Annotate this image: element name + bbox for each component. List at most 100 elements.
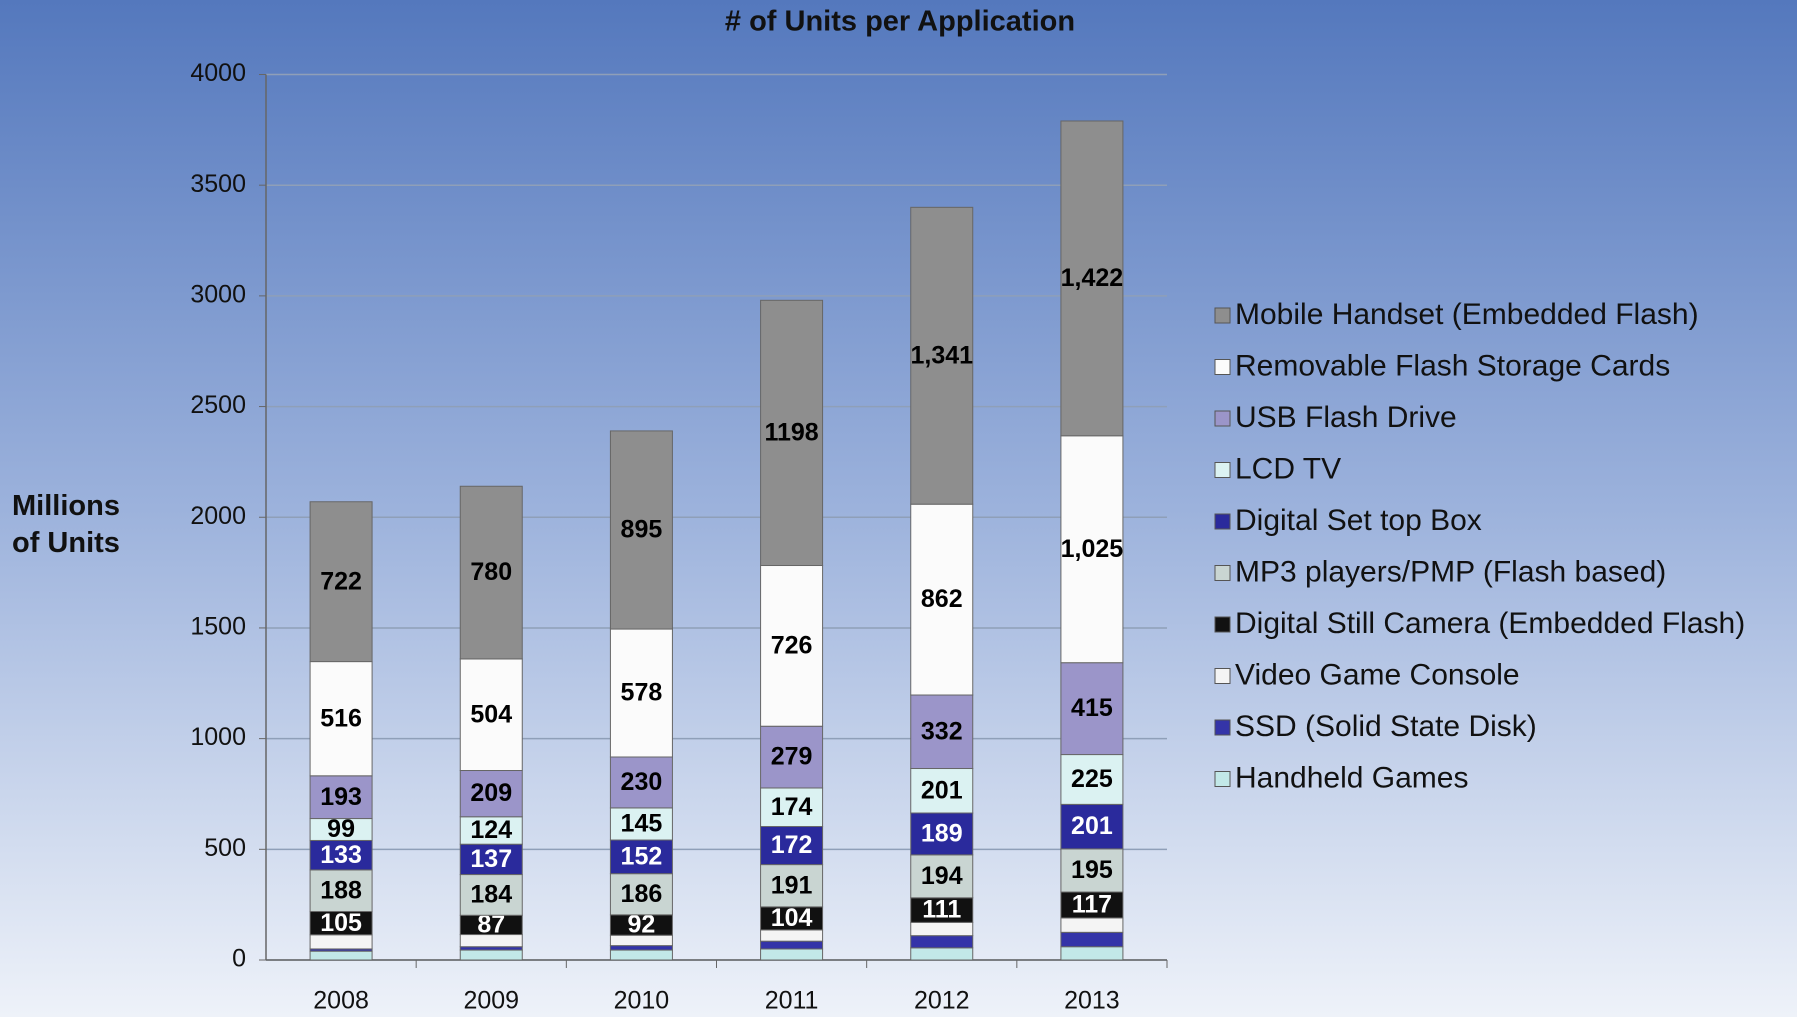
legend-label: SSD (Solid State Disk) xyxy=(1235,710,1537,743)
chart-title: # of Units per Application xyxy=(725,6,1075,38)
bar-segment xyxy=(910,503,974,696)
y-tick-label: 3000 xyxy=(190,280,246,308)
x-tick-label: 2012 xyxy=(914,987,970,1015)
legend-label: Mobile Handset (Embedded Flash) xyxy=(1235,298,1699,331)
data-label: 111 xyxy=(922,896,961,924)
bar-segment xyxy=(459,658,523,772)
data-label: 117 xyxy=(1072,891,1112,919)
data-label: 133 xyxy=(320,841,362,869)
bar-segment xyxy=(459,485,523,660)
bar-segment xyxy=(910,694,974,770)
bar-segment xyxy=(1060,662,1124,756)
data-label: 189 xyxy=(921,820,963,848)
legend-swatch xyxy=(1214,359,1231,375)
y-tick-label: 0 xyxy=(232,945,246,973)
bar-segment xyxy=(1060,803,1124,850)
bar-segment xyxy=(1060,754,1124,805)
legend-swatch xyxy=(1214,462,1231,478)
data-label: 195 xyxy=(1071,856,1113,884)
data-label: 1198 xyxy=(764,419,818,447)
bar-segment xyxy=(609,430,673,630)
data-label: 516 xyxy=(320,704,362,732)
bar-segment xyxy=(309,501,373,663)
data-label: 201 xyxy=(1071,812,1113,840)
bar-segment xyxy=(309,839,373,871)
data-label: 172 xyxy=(771,831,813,859)
data-label: 174 xyxy=(771,793,813,821)
data-label: 415 xyxy=(1071,694,1113,722)
legend-swatch xyxy=(1214,668,1231,684)
bar-segment xyxy=(910,768,974,814)
legend-label: USB Flash Drive xyxy=(1235,401,1457,434)
data-label: 184 xyxy=(470,881,512,909)
data-label: 578 xyxy=(621,679,663,707)
data-label: 1,422 xyxy=(1061,264,1124,292)
bar-segment xyxy=(459,874,523,916)
bar-segment xyxy=(309,869,373,913)
data-label: 1,341 xyxy=(910,341,973,369)
y-tick-label: 500 xyxy=(204,834,246,862)
bar-segment xyxy=(1060,917,1124,933)
bar-segment xyxy=(609,949,673,961)
bar-segment xyxy=(1060,435,1124,664)
data-label: 209 xyxy=(470,779,512,807)
y-axis-label: Millions of Units xyxy=(12,490,120,559)
data-label: 188 xyxy=(320,876,362,904)
data-label: 194 xyxy=(921,862,963,890)
bar-segment xyxy=(1060,848,1124,893)
legend-swatch xyxy=(1214,719,1231,736)
bar-segment xyxy=(459,770,523,818)
data-label: 201 xyxy=(921,776,963,804)
y-tick-label: 1500 xyxy=(190,613,246,641)
bar-segment xyxy=(910,921,974,937)
data-label: 137 xyxy=(470,845,512,873)
data-label: 191 xyxy=(771,871,813,899)
legend-label: LCD TV xyxy=(1235,452,1341,485)
data-label: 145 xyxy=(621,810,663,838)
data-label: 105 xyxy=(320,909,362,937)
data-label: 726 xyxy=(771,631,813,659)
bar-segment xyxy=(1060,120,1124,437)
data-label: 862 xyxy=(921,585,963,613)
bar-segment xyxy=(609,628,673,758)
bar-segment xyxy=(309,934,373,950)
bar-segment xyxy=(309,661,373,777)
bar-segment xyxy=(760,565,824,727)
y-tick-label: 2000 xyxy=(190,502,246,530)
x-tick-label: 2010 xyxy=(614,987,670,1015)
data-label: 152 xyxy=(621,842,663,870)
legend-label: Handheld Games xyxy=(1235,761,1468,794)
bar-segment xyxy=(760,940,824,950)
data-label: 332 xyxy=(921,717,963,745)
x-tick-label: 2009 xyxy=(463,987,519,1015)
x-tick-label: 2008 xyxy=(313,987,369,1015)
legend-label: Digital Set top Box xyxy=(1235,504,1482,537)
bar-segment xyxy=(1060,931,1124,948)
bar-segment xyxy=(760,826,824,866)
y-tick-label: 1000 xyxy=(190,723,246,751)
data-label: 504 xyxy=(470,700,512,728)
bar-segment xyxy=(760,299,824,567)
data-label: 722 xyxy=(320,567,362,595)
legend-swatch xyxy=(1214,565,1231,581)
bar-segment xyxy=(1060,891,1124,919)
data-label: 186 xyxy=(621,880,663,908)
data-label: 104 xyxy=(771,904,813,932)
data-label: 895 xyxy=(621,516,663,544)
bar-segment xyxy=(910,935,974,949)
legend-label: Digital Still Camera (Embedded Flash) xyxy=(1235,607,1745,640)
bar-segment xyxy=(609,945,673,951)
data-label: 193 xyxy=(320,783,362,811)
legend-swatch xyxy=(1214,410,1231,427)
legend-label: Video Game Console xyxy=(1235,658,1520,691)
data-label: 1,025 xyxy=(1061,535,1124,563)
bar-segment xyxy=(309,775,373,820)
bar-segment xyxy=(910,897,974,923)
legend-swatch xyxy=(1214,616,1231,633)
y-tick-label: 4000 xyxy=(190,59,246,87)
legend-swatch xyxy=(1214,513,1231,530)
bar-segment xyxy=(910,947,974,961)
legend-label: MP3 players/PMP (Flash based) xyxy=(1235,555,1666,588)
